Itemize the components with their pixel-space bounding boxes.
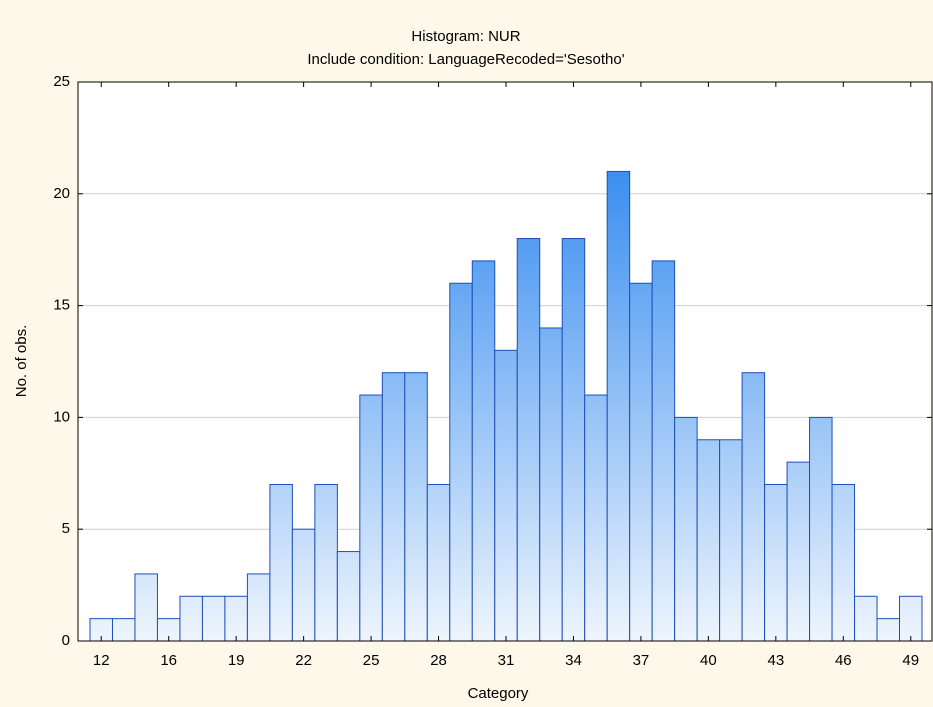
bar — [291, 528, 316, 642]
bar — [741, 372, 766, 642]
bar — [269, 483, 293, 642]
bar — [674, 416, 698, 642]
y-axis-label: No. of obs. — [13, 325, 30, 398]
bar — [179, 595, 203, 642]
bar — [809, 416, 833, 642]
bar — [539, 327, 563, 642]
bar — [471, 260, 496, 642]
bar — [404, 372, 428, 642]
bar — [719, 439, 743, 642]
y-tick-label: 0 — [62, 632, 70, 649]
chart-title: Histogram: NUR — [411, 28, 520, 45]
bar — [134, 573, 158, 642]
bar — [246, 573, 271, 642]
bar — [516, 238, 541, 642]
x-tick-label: 37 — [633, 652, 650, 669]
bar — [336, 551, 361, 642]
x-axis-label: Category — [468, 685, 529, 702]
x-tick-label: 28 — [430, 652, 447, 669]
bar — [831, 483, 856, 642]
y-tick-label: 20 — [53, 185, 70, 202]
x-tick-label: 43 — [767, 652, 784, 669]
x-tick-label: 16 — [160, 652, 177, 669]
bar — [696, 439, 721, 642]
x-tick-label: 31 — [498, 652, 515, 669]
bar — [606, 170, 631, 642]
bar — [314, 483, 338, 642]
x-tick-label: 40 — [700, 652, 717, 669]
bar — [224, 595, 248, 642]
y-tick-label: 10 — [53, 408, 70, 425]
x-tick-label: 49 — [902, 652, 919, 669]
bar — [426, 483, 451, 642]
bar — [764, 483, 788, 642]
x-tick-label: 19 — [228, 652, 245, 669]
bar — [651, 260, 676, 642]
bar — [584, 394, 608, 642]
chart-subtitle: Include condition: LanguageRecoded='Seso… — [307, 51, 624, 68]
bar — [201, 595, 226, 642]
y-tick-label: 25 — [53, 73, 70, 90]
bar — [494, 349, 518, 642]
bar — [876, 618, 901, 642]
y-tick-label: 5 — [62, 520, 70, 537]
x-tick-label: 12 — [93, 652, 110, 669]
y-tick-label: 15 — [53, 297, 70, 314]
x-tick-label: 46 — [835, 652, 852, 669]
bar — [786, 461, 811, 642]
bar — [561, 238, 586, 642]
bar — [449, 282, 473, 642]
bar — [854, 595, 878, 642]
bar — [629, 282, 653, 642]
bar — [381, 372, 406, 642]
plot-frame — [77, 81, 933, 642]
x-tick-label: 25 — [363, 652, 380, 669]
x-tick-label: 34 — [565, 652, 582, 669]
bar — [899, 595, 923, 642]
x-tick-label: 22 — [295, 652, 312, 669]
bar — [111, 618, 136, 642]
bar — [359, 394, 383, 642]
